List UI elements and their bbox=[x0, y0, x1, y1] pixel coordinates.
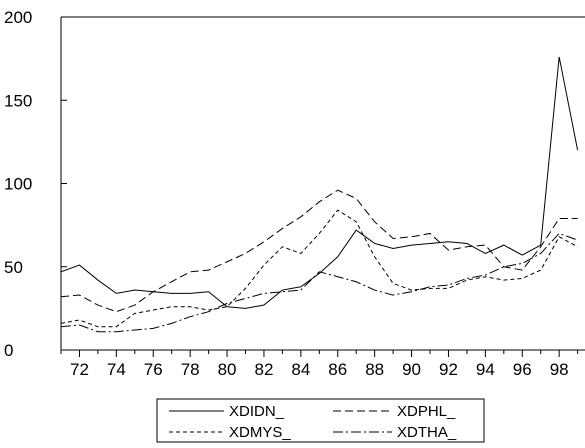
x-tick-label: 92 bbox=[439, 360, 458, 379]
x-tick-label: 78 bbox=[181, 360, 200, 379]
y-tick-label: 100 bbox=[4, 175, 32, 194]
y-tick-label: 150 bbox=[4, 91, 32, 110]
legend-label: XDMYS_ bbox=[229, 424, 291, 441]
x-axis: 72 74 76 78 80 82 84 86 88 90 92 94 96 98 bbox=[60, 350, 579, 379]
y-axis: 0 50 100 150 200 bbox=[4, 8, 67, 360]
y-tick-label: 50 bbox=[4, 258, 23, 277]
y-tick-label: 200 bbox=[4, 8, 32, 27]
x-tick-label: 74 bbox=[107, 360, 126, 379]
series-line-xdmys bbox=[61, 209, 578, 328]
legend-label: XDPHL_ bbox=[397, 403, 456, 420]
x-tick-label: 76 bbox=[144, 360, 163, 379]
series-layer bbox=[61, 56, 579, 333]
legend-box bbox=[156, 398, 485, 443]
x-tick-label: 90 bbox=[402, 360, 421, 379]
series-line-xdtha bbox=[61, 232, 578, 333]
plot-frame bbox=[60, 16, 585, 351]
legend-label: XDTHA_ bbox=[397, 424, 457, 441]
x-tick-label: 72 bbox=[70, 360, 89, 379]
series-line-xdidn bbox=[61, 56, 579, 309]
legend: XDIDN_ XDPHL_ XDMYS_ XDTHA_ bbox=[156, 398, 485, 443]
x-tick-label: 94 bbox=[476, 360, 495, 379]
x-tick-label: 88 bbox=[365, 360, 384, 379]
x-tick-label: 82 bbox=[254, 360, 273, 379]
x-tick-label: 84 bbox=[291, 360, 310, 379]
x-tick-label: 98 bbox=[550, 360, 569, 379]
x-tick-label: 86 bbox=[328, 360, 347, 379]
x-tick-label: 96 bbox=[513, 360, 532, 379]
y-tick-label: 0 bbox=[4, 341, 13, 360]
x-tick-label: 80 bbox=[218, 360, 237, 379]
series-line-xdphl bbox=[61, 189, 578, 313]
legend-label: XDIDN_ bbox=[229, 403, 285, 420]
